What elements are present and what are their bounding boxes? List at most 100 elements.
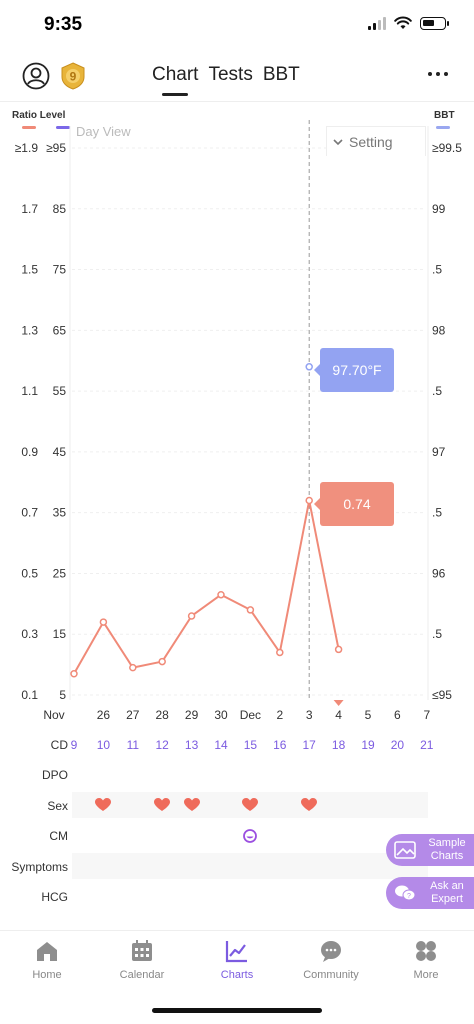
tab-bbt[interactable]: BBT (262, 64, 300, 85)
symptoms-row-label: Symptoms (11, 860, 68, 874)
profile-icon[interactable] (22, 62, 50, 90)
cd-value: 14 (214, 738, 228, 752)
ratio-point (99, 618, 108, 626)
heart-icon[interactable] (242, 798, 259, 812)
ratio-tick-label: 1.3 (21, 323, 38, 337)
nav-more[interactable]: More (386, 939, 466, 981)
ratio-tick-label: 0.5 (21, 566, 38, 580)
bbt-tick-label: .5 (432, 263, 442, 277)
symptoms-row-band (72, 853, 428, 879)
cm-row-label: CM (49, 829, 68, 843)
level-tick-label: 45 (53, 445, 67, 459)
ratio-tick-label: 1.7 (21, 202, 38, 216)
bbt-tick-label: .5 (432, 384, 442, 398)
bbt-tick-label: 97 (432, 445, 446, 459)
cervical-mucus-icon[interactable] (243, 829, 258, 843)
home-indicator (152, 1008, 322, 1013)
tab-tests[interactable]: Tests (208, 64, 253, 85)
ratio-swatch (22, 126, 36, 129)
date-label[interactable]: 7 (423, 708, 431, 722)
heart-icon[interactable] (154, 798, 171, 812)
battery-icon (420, 16, 449, 30)
date-label[interactable]: 29 (184, 708, 199, 722)
ratio-tick-label: 0.7 (21, 506, 38, 520)
legend-bbt-label: BBT (434, 110, 455, 121)
bbt-tick-label: ≤95 (432, 688, 452, 702)
sample-charts-button[interactable]: Sample Charts (386, 834, 474, 866)
date-label[interactable]: 3 (305, 708, 313, 722)
nav-charts[interactable]: Charts (197, 939, 277, 981)
cd-value: 16 (273, 738, 287, 752)
nav-home[interactable]: Home (7, 939, 87, 981)
cd-value: 18 (331, 738, 346, 752)
cd-value: 9 (70, 738, 78, 752)
nav-community[interactable]: Community (291, 939, 371, 981)
ask-expert-button[interactable]: ? Ask an Expert (386, 877, 474, 909)
legend-level-label: Level (39, 110, 66, 121)
bbt-tick-label: 96 (432, 566, 446, 580)
ratio-point (246, 606, 255, 614)
date-label[interactable]: 27 (126, 708, 140, 722)
hormone-chart[interactable]: ≥1.9 ≥95 ≥99.5 1.7 85 99 1.5 75 .5 1.3 65 98 1.1 55 .5… (0, 110, 474, 710)
status-time: 9:35 (44, 14, 83, 35)
sample-charts-label: Sample Charts (428, 837, 466, 862)
nav-calendar-label: Calendar (119, 969, 165, 981)
level-tick-label: 85 (53, 202, 67, 216)
ratio-tick-label: 0.9 (21, 445, 38, 459)
day-view-label: Day View (76, 124, 131, 139)
image-icon (394, 841, 416, 859)
cd-value: 15 (243, 738, 258, 752)
bbt-tick-label: .5 (432, 506, 442, 520)
tab-chart[interactable]: Chart (152, 64, 199, 96)
level-tick-label: 15 (53, 627, 67, 641)
level-swatch (56, 126, 70, 129)
ratio-tick-label: ≥1.9 (15, 141, 39, 155)
date-label[interactable]: 6 (394, 708, 401, 722)
cd-value: 13 (184, 738, 199, 752)
ratio-point (334, 645, 343, 654)
bbt-tick-label: 99 (432, 202, 446, 216)
legend-ratio-label: Ratio (12, 110, 37, 121)
level-tick-label: 35 (53, 506, 67, 520)
cd-value: 19 (361, 738, 375, 752)
date-label[interactable]: 26 (96, 708, 111, 722)
chat-bubbles-icon: ? (395, 885, 416, 901)
date-label[interactable]: Nov (43, 708, 65, 722)
bbt-tooltip: 97.70°F (314, 348, 394, 392)
heart-icon[interactable] (183, 798, 200, 812)
chevron-down-icon (333, 138, 343, 145)
ratio-point (217, 590, 225, 599)
nav-home-label: Home (32, 969, 62, 981)
date-label[interactable]: 28 (155, 708, 169, 722)
day-marker-icon (333, 700, 344, 706)
date-label[interactable]: 4 (335, 708, 342, 722)
cd-value: 10 (96, 738, 111, 752)
level-tick-label: 5 (59, 688, 66, 702)
more-options-icon[interactable] (428, 72, 448, 76)
ratio-tick-label: 0.1 (21, 688, 38, 702)
community-icon (321, 941, 341, 962)
header-tabs: Chart Tests BBT (152, 64, 300, 96)
nav-calendar[interactable]: Calendar (102, 939, 182, 981)
date-label[interactable]: 5 (364, 708, 372, 722)
ratio-point (129, 663, 137, 672)
dpo-row-label: DPO (41, 768, 68, 782)
bbt-tick-label: 98 (432, 323, 446, 337)
date-label[interactable]: Dec (239, 708, 262, 722)
home-icon (37, 942, 57, 961)
heart-icon[interactable] (95, 798, 112, 812)
left-legend: Ratio Level (12, 110, 70, 129)
level-tick-label: 65 (53, 323, 67, 337)
nav-charts-label: Charts (220, 969, 254, 981)
ratio-tick-label: 1.1 (21, 384, 38, 398)
right-legend: BBT (434, 110, 455, 129)
level-badge-icon[interactable]: 9 (60, 62, 86, 90)
status-icons (368, 16, 449, 30)
date-label[interactable]: 30 (214, 708, 228, 722)
date-label[interactable]: 2 (276, 708, 284, 722)
heart-icon[interactable] (301, 798, 318, 812)
ratio-point (158, 657, 166, 666)
setting-button[interactable]: Setting (326, 126, 426, 156)
bbt-tick-label: .5 (432, 627, 442, 641)
signal-icon (368, 16, 386, 30)
